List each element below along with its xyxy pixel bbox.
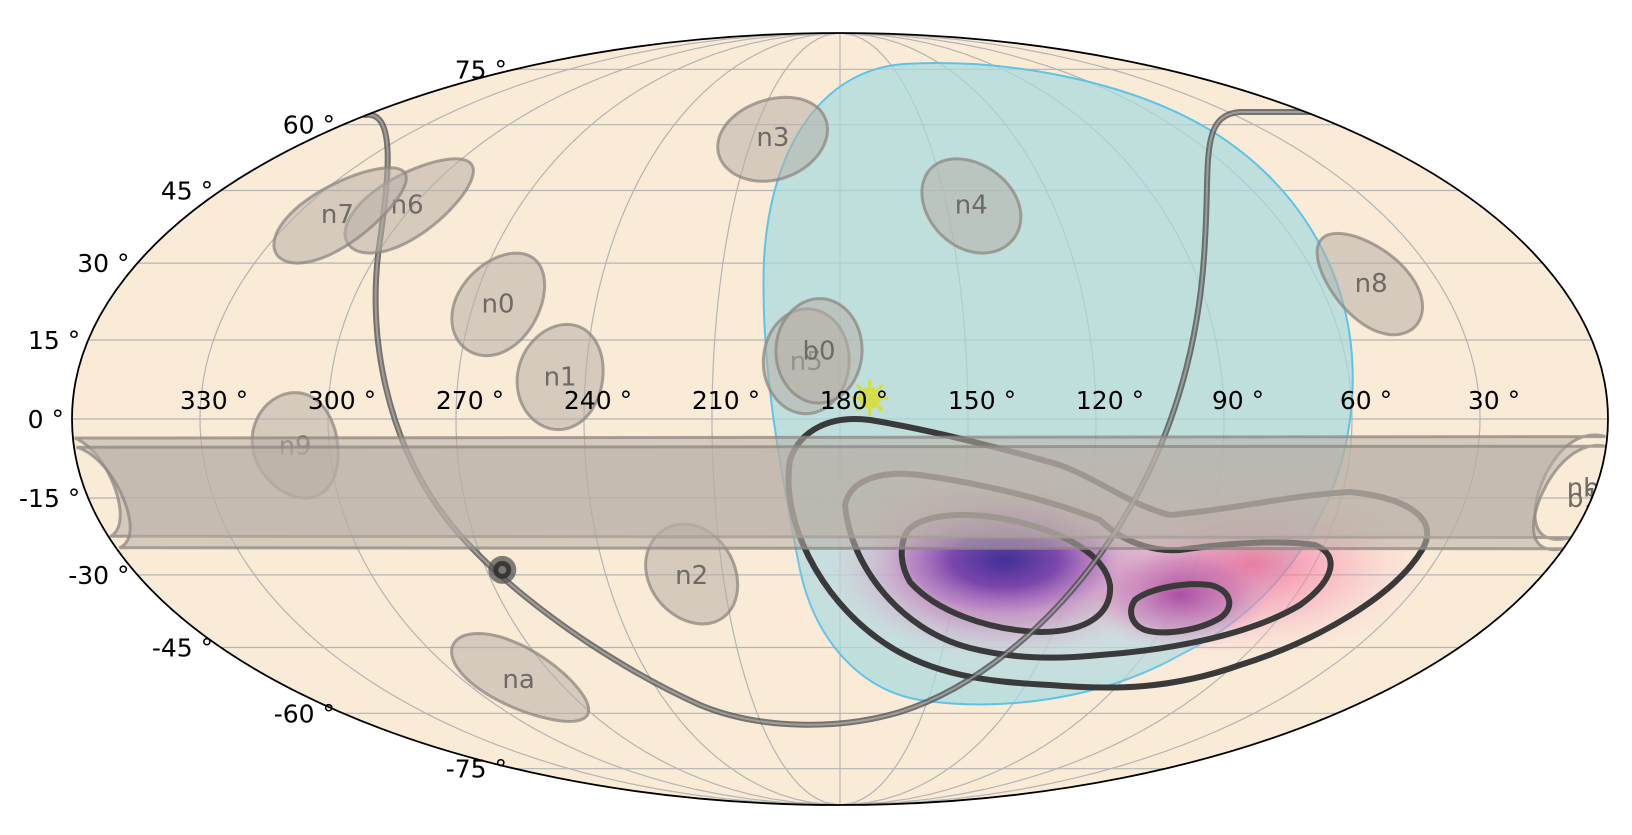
dec-tick-label: -30 ° (68, 561, 129, 590)
detector-label: n8 (1355, 269, 1388, 299)
ra-tick-label: 210 ° (692, 386, 760, 415)
ra-tick-labels: 330 ° 300 ° 270 ° 240 ° 210 ° 180 ° 150 ° 120 °… (180, 386, 1520, 415)
sun-ray (875, 403, 884, 412)
detector-n8 (1315, 231, 1425, 337)
detector-b0 (774, 297, 864, 405)
detector-label: n2 (675, 561, 708, 591)
dec-tick-label: 30 ° (77, 249, 129, 278)
sun-ray (875, 384, 884, 393)
detector-n7 (272, 166, 408, 265)
dec-tick-label: 0 ° (28, 405, 64, 434)
detector-b1 (76, 443, 1606, 552)
detector-label: n3 (756, 123, 789, 153)
detector-pointings: n0n1n2n3n4n5n6n7n8n9nanbb0b1 (74, 95, 1606, 723)
detector-n4 (920, 157, 1023, 255)
detector-n0 (450, 251, 547, 358)
sky-outline (71, 32, 1609, 806)
ra-tick-label: 180 ° (820, 386, 888, 415)
sun-disk (858, 386, 881, 409)
sun-icon (851, 379, 889, 417)
ra-tick-label: 300 ° (308, 386, 376, 415)
galactic-plane-core (364, 111, 1325, 726)
dec-tick-label: -15 ° (19, 484, 80, 513)
detector-label: n4 (955, 191, 988, 221)
detector-label: n7 (321, 200, 354, 230)
ra-tick-label: 330 ° (180, 386, 248, 415)
sun-ray (856, 403, 865, 412)
detector-na (450, 631, 591, 723)
detector-n1 (515, 322, 605, 432)
meridian-line (199, 33, 841, 805)
dec-tick-label: 75 ° (455, 55, 507, 84)
detector-label: n1 (544, 363, 577, 393)
detector-label: b0 (802, 336, 835, 366)
ra-tick-label: 270 ° (436, 386, 504, 415)
detector-label: n0 (481, 290, 514, 320)
meridian-line (839, 33, 1481, 805)
ra-tick-label: 60 ° (1340, 386, 1392, 415)
ra-tick-label: 150 ° (948, 386, 1016, 415)
dec-tick-label: 60 ° (283, 111, 335, 140)
dec-tick-label: 45 ° (161, 177, 213, 206)
detector-n3 (716, 95, 830, 183)
ra-tick-label: 30 ° (1468, 386, 1520, 415)
dec-tick-label: 15 ° (28, 326, 80, 355)
ra-tick-label: 90 ° (1212, 386, 1264, 415)
meridian-line (455, 33, 841, 805)
dec-tick-labels: 75 ° 60 ° 45 ° 30 ° 15 ° 0 ° -15 ° -30 ° -45 ° -6… (19, 55, 507, 783)
ra-tick-label: 120 ° (1076, 386, 1144, 415)
dec-tick-label: -60 ° (274, 699, 335, 728)
dec-tick-label: -75 ° (446, 755, 507, 784)
detector-label: na (502, 665, 534, 695)
dec-tick-label: -45 ° (152, 634, 213, 663)
galactic-center-marker (488, 555, 517, 584)
sun-ray (856, 384, 865, 393)
ra-tick-label: 240 ° (564, 386, 632, 415)
contour-inner-secondary (1128, 581, 1233, 636)
